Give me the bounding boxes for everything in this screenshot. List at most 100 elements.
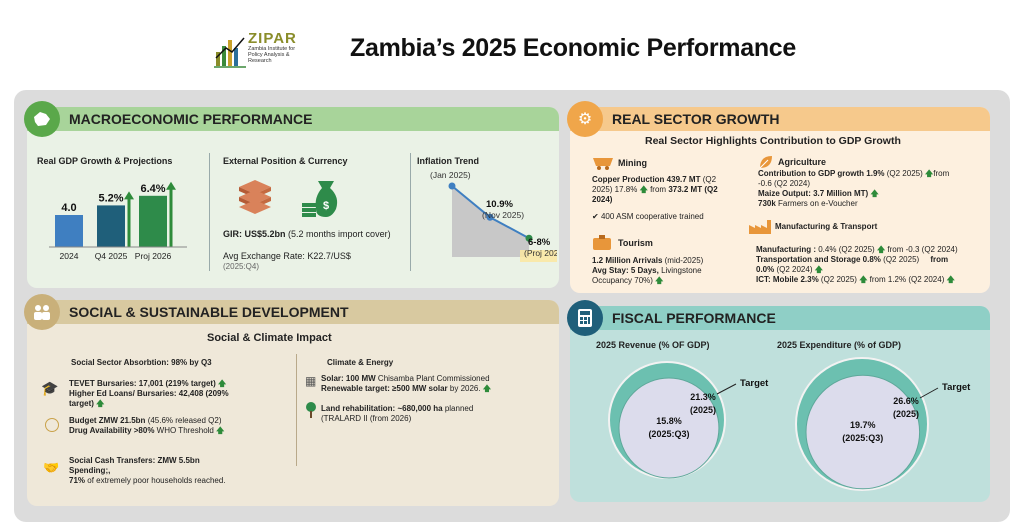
logo-bars-icon [214,37,246,68]
divider [296,354,297,466]
tourism-icon [593,235,611,250]
revenue-title: 2025 Revenue (% OF GDP) [596,340,710,350]
calculator-icon [567,300,603,336]
budget-icon [45,418,59,432]
macro-panel: MACROECONOMIC PERFORMANCE Real GDP Growt… [27,107,559,288]
tourism-title: Tourism [618,238,653,248]
target-leader-line [716,383,737,395]
logo-subtitle: Zambia Institute for Policy Analysis & R… [248,46,296,64]
target-leader-line [919,387,939,399]
fiscal-panel: FISCAL PERFORMANCE 2025 Revenue (% OF GD… [570,306,990,502]
tevet-text: TEVET Bursaries: 17,001 (219% target) 🡅 … [69,379,229,408]
inflation-title: Inflation Trend [417,156,479,166]
agriculture-text: Contribution to GDP growth 1.9% (Q2 2025… [758,169,950,208]
page-title: Zambia’s 2025 Economic Performance [350,34,797,62]
inflation-date-label: (Jan 2025) [430,170,471,180]
absorption-text: Social Sector Absorbtion: 98% by Q3 [71,358,212,367]
fx-note: (2025:Q4) [223,262,260,271]
money-bag-icon: $ [302,181,338,217]
gdp-value-label: 4.0 [61,202,76,214]
gdp-title: Real GDP Growth & Projections [37,156,173,166]
check-icon: ✔ [592,212,599,221]
gdp-bar [139,195,167,247]
actual-value-label: 19.7% [850,420,876,430]
fx-value: Avg Exchange Rate: K22.7/US$ [223,251,351,261]
page-header: ZIPAR Zambia Institute for Policy Analys… [0,0,1024,88]
target-value-label: 21.3% [690,392,716,402]
fiscal-heading: FISCAL PERFORMANCE [570,306,990,330]
gdp-chart: 4.0 2024 5.2% Q4 2025 6.4% Proj 2026 [49,181,187,261]
tourism-text: 1.2 Million Arrivals (mid-2025) Avg Stay… [592,256,704,285]
handshake-icon: 🤝 [43,460,60,475]
macro-heading: MACROECONOMIC PERFORMANCE [27,107,559,131]
factory-icon [749,220,771,234]
social-heading: SOCIAL & SUSTAINABLE DEVELOPMENT [27,300,559,324]
real-subtitle: Real Sector Highlights Contribution to G… [645,135,901,147]
tree-icon [306,402,316,418]
inflation-point [525,234,533,242]
target-value-label: 26.6% [893,396,919,406]
gdp-category-label: Q4 2025 [95,251,128,261]
growth-arrow-icon [166,181,176,190]
map-icon [24,101,60,137]
divider [209,153,210,271]
manufacturing-text: Manufacturing : 0.4% (Q2 2025) 🡅 from -0… [756,245,958,284]
real-heading: REAL SECTOR GROWTH [570,107,990,131]
budget-text: Budget ZMW 21.5bn (45.6% released Q2) Dr… [69,416,225,435]
growth-arrow-icon [124,191,134,200]
solar-panel-icon: ▦ [305,374,317,388]
fiscal-charts: 15.8% (2025:Q3) 21.3% (2025) Target 19.7% (202… [608,357,971,491]
manufacturing-title: Manufacturing & Transport [775,222,878,231]
gdp-category-label: 2024 [60,251,79,261]
zipar-logo: ZIPAR Zambia Institute for Policy Analys… [214,30,314,72]
target-period-label: (2025) [893,409,919,419]
divider [410,153,411,271]
climate-title: Climate & Energy [327,358,394,367]
logo-name: ZIPAR [248,30,297,47]
actual-circle [805,374,921,490]
svg-text:$: $ [323,200,329,212]
inflation-value-label: 16.7% [434,167,461,170]
real-sector-panel: REAL SECTOR GROWTH Real Sector Highlight… [570,107,990,293]
land-text: Land rehabilitation: ~680,000 ha planned… [321,404,474,423]
inflation-date-label: (Nov 2025) [482,210,524,220]
target-annotation: Target [740,378,769,389]
inflation-point [486,213,494,221]
inflation-date-label: (Proj 2026) [524,248,557,258]
gdp-bar [97,205,125,247]
target-annotation: Target [942,382,971,393]
gdp-bar [55,215,83,247]
mining-text: Copper Production 439.7 MT (Q2 2025) 17.… [592,175,718,204]
external-title: External Position & Currency [223,156,348,166]
expenditure-title: 2025 Expenditure (% of GDP) [777,340,902,350]
mining-cart-icon [593,158,613,170]
solar-text: Solar: 100 MW Chisamba Plant Commissione… [321,374,492,393]
actual-circle [618,377,720,479]
social-panel: SOCIAL & SUSTAINABLE DEVELOPMENT Social … [27,300,559,506]
inflation-chart: 16.7%(Jan 2025) 10.9%(Nov 2025) 6-8%(Proj … [430,167,557,262]
actual-value-label: 15.8% [656,416,682,426]
gdp-value-label: 5.2% [98,192,123,204]
gear-icon: ⚙ [567,101,603,137]
inflation-area [452,186,529,257]
gir-note: (5.2 months import cover) [288,229,391,239]
agriculture-title: Agriculture [778,157,827,167]
cash-transfer-text: Social Cash Transfers: ZMW 5.5bn Spendin… [69,456,226,485]
copper-stack-icon [239,180,271,214]
gdp-value-label: 6.4% [140,183,165,195]
actual-period-label: (2025:Q3) [648,429,689,439]
mining-checkpoint: ✔ 400 ASM cooperative trained [592,212,704,221]
agriculture-leaf-icon [759,156,772,169]
projection-box [520,250,557,262]
graduation-cap-icon: 🎓 [41,380,59,396]
gir-value: GIR: US$5.2bn [223,229,286,239]
inflation-value-label: 10.9% [486,199,513,210]
mining-title: Mining [618,158,647,168]
inflation-value-label: 6-8% [528,237,551,248]
target-period-label: (2025) [690,405,716,415]
gdp-category-label: Proj 2026 [135,251,172,261]
actual-period-label: (2025:Q3) [842,433,883,443]
inflation-point [448,182,456,190]
people-icon [24,294,60,330]
social-subtitle: Social & Climate Impact [207,332,332,344]
